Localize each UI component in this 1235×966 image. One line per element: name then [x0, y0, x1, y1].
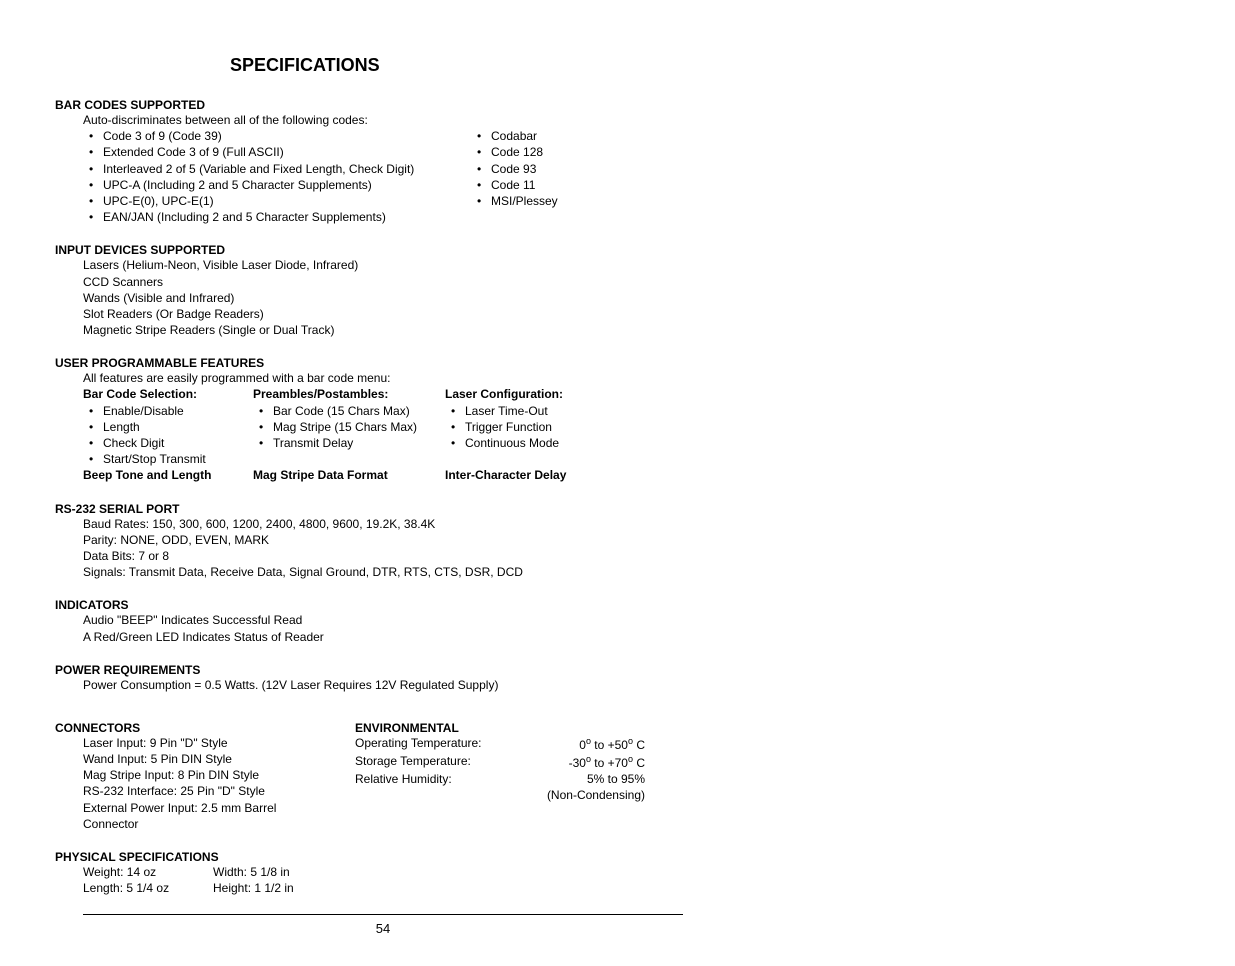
text-line: Magnetic Stripe Readers (Single or Dual …: [83, 322, 1180, 338]
col-b-head: Preambles/Postambles:: [253, 386, 443, 402]
list-item: Check Digit: [83, 435, 251, 451]
heading-features: USER PROGRAMMABLE FEATURES: [55, 356, 1180, 370]
connectors-block: CONNECTORS Laser Input: 9 Pin "D" StyleW…: [55, 721, 355, 832]
physical-rows: Weight: 14 ozWidth: 5 1/8 inLength: 5 1/…: [83, 864, 1180, 896]
text-line: Parity: NONE, ODD, EVEN, MARK: [83, 532, 1180, 548]
environmental-note: (Non-Condensing): [355, 787, 645, 803]
features-col-a: Bar Code Selection: Enable/DisableLength…: [83, 386, 251, 483]
heading-connectors: CONNECTORS: [55, 721, 355, 735]
text-line: CCD Scanners: [83, 274, 1180, 290]
list-item: Codabar: [471, 128, 558, 144]
text-line: Slot Readers (Or Badge Readers): [83, 306, 1180, 322]
list-item: Continuous Mode: [445, 435, 615, 451]
section-power: POWER REQUIREMENTS Power Consumption = 0…: [55, 663, 1180, 693]
list-item: Laser Time-Out: [445, 403, 615, 419]
heading-indicators: INDICATORS: [55, 598, 1180, 612]
barcodes-left-list: Code 3 of 9 (Code 39)Extended Code 3 of …: [83, 128, 471, 225]
input-devices-lines: Lasers (Helium-Neon, Visible Laser Diode…: [83, 257, 1180, 338]
environmental-rows: Operating Temperature:0o to +50o CStorag…: [355, 735, 645, 788]
page-title: SPECIFICATIONS: [230, 55, 1180, 76]
list-item: EAN/JAN (Including 2 and 5 Character Sup…: [83, 209, 471, 225]
text-line: A Red/Green LED Indicates Status of Read…: [83, 629, 1180, 645]
text-line: Data Bits: 7 or 8: [83, 548, 1180, 564]
power-lines: Power Consumption = 0.5 Watts. (12V Lase…: [83, 677, 1180, 693]
text-line: Wands (Visible and Infrared): [83, 290, 1180, 306]
text-line: Baud Rates: 150, 300, 600, 1200, 2400, 4…: [83, 516, 1180, 532]
list-item: Enable/Disable: [83, 403, 251, 419]
heading-rs232: RS-232 SERIAL PORT: [55, 502, 1180, 516]
features-col-c: Laser Configuration: Laser Time-OutTrigg…: [445, 386, 615, 483]
rs232-lines: Baud Rates: 150, 300, 600, 1200, 2400, 4…: [83, 516, 1180, 581]
text-line: Audio "BEEP" Indicates Successful Read: [83, 612, 1180, 628]
environmental-block: ENVIRONMENTAL Operating Temperature:0o t…: [355, 721, 645, 832]
list-item: Start/Stop Transmit: [83, 451, 251, 467]
phys-row: Weight: 14 ozWidth: 5 1/8 in: [83, 864, 1180, 880]
list-item: MSI/Plessey: [471, 193, 558, 209]
text-line: Signals: Transmit Data, Receive Data, Si…: [83, 564, 1180, 580]
section-input-devices: INPUT DEVICES SUPPORTED Lasers (Helium-N…: [55, 243, 1180, 338]
col-b-footer: Mag Stripe Data Format: [253, 467, 443, 483]
col-a-items: Enable/DisableLengthCheck DigitStart/Sto…: [83, 403, 251, 468]
text-line: Lasers (Helium-Neon, Visible Laser Diode…: [83, 257, 1180, 273]
col-b-items: Bar Code (15 Chars Max)Mag Stripe (15 Ch…: [253, 403, 443, 452]
col-c-footer: Inter-Character Delay: [445, 467, 615, 483]
heading-power: POWER REQUIREMENTS: [55, 663, 1180, 677]
heading-environmental: ENVIRONMENTAL: [355, 721, 645, 735]
text-line: Wand Input: 5 Pin DIN Style: [83, 751, 355, 767]
section-physical: PHYSICAL SPECIFICATIONS Weight: 14 ozWid…: [55, 850, 1180, 896]
section-indicators: INDICATORS Audio "BEEP" Indicates Succes…: [55, 598, 1180, 644]
section-connectors-env: CONNECTORS Laser Input: 9 Pin "D" StyleW…: [55, 721, 1180, 832]
heading-barcodes: BAR CODES SUPPORTED: [55, 98, 1180, 112]
list-item: UPC-E(0), UPC-E(1): [83, 193, 471, 209]
list-item: Trigger Function: [445, 419, 615, 435]
list-item: Interleaved 2 of 5 (Variable and Fixed L…: [83, 161, 471, 177]
env-row: Relative Humidity:5% to 95%: [355, 771, 645, 787]
env-row: Storage Temperature:-30o to +70o C: [355, 753, 645, 771]
section-features: USER PROGRAMMABLE FEATURES All features …: [55, 356, 1180, 483]
text-line: External Power Input: 2.5 mm Barrel: [83, 800, 355, 816]
list-item: Extended Code 3 of 9 (Full ASCII): [83, 144, 471, 160]
heading-input-devices: INPUT DEVICES SUPPORTED: [55, 243, 1180, 257]
list-item: Code 128: [471, 144, 558, 160]
col-a-footer: Beep Tone and Length: [83, 467, 251, 483]
list-item: Transmit Delay: [253, 435, 443, 451]
page-number: 54: [83, 921, 683, 936]
text-line: Connector: [83, 816, 355, 832]
text-line: Power Consumption = 0.5 Watts. (12V Lase…: [83, 677, 1180, 693]
features-col-b: Preambles/Postambles: Bar Code (15 Chars…: [253, 386, 443, 483]
col-c-head: Laser Configuration:: [445, 386, 615, 402]
text-line: RS-232 Interface: 25 Pin "D" Style: [83, 783, 355, 799]
phys-row: Length: 5 1/4 ozHeight: 1 1/2 in: [83, 880, 1180, 896]
section-barcodes: BAR CODES SUPPORTED Auto-discriminates b…: [55, 98, 1180, 225]
col-c-items: Laser Time-OutTrigger FunctionContinuous…: [445, 403, 615, 452]
connectors-lines: Laser Input: 9 Pin "D" StyleWand Input: …: [83, 735, 355, 832]
features-intro: All features are easily programmed with …: [83, 370, 1180, 386]
list-item: Bar Code (15 Chars Max): [253, 403, 443, 419]
text-line: Mag Stripe Input: 8 Pin DIN Style: [83, 767, 355, 783]
env-row: Operating Temperature:0o to +50o C: [355, 735, 645, 753]
indicators-lines: Audio "BEEP" Indicates Successful ReadA …: [83, 612, 1180, 644]
list-item: Code 93: [471, 161, 558, 177]
list-item: Length: [83, 419, 251, 435]
barcodes-intro: Auto-discriminates between all of the fo…: [83, 112, 1180, 128]
list-item: UPC-A (Including 2 and 5 Character Suppl…: [83, 177, 471, 193]
list-item: Code 11: [471, 177, 558, 193]
list-item: Mag Stripe (15 Chars Max): [253, 419, 443, 435]
barcodes-right-list: CodabarCode 128Code 93Code 11MSI/Plessey: [471, 128, 558, 225]
section-rs232: RS-232 SERIAL PORT Baud Rates: 150, 300,…: [55, 502, 1180, 581]
text-line: Laser Input: 9 Pin "D" Style: [83, 735, 355, 751]
divider: [83, 914, 683, 915]
col-a-head: Bar Code Selection:: [83, 386, 251, 402]
heading-physical: PHYSICAL SPECIFICATIONS: [55, 850, 1180, 864]
list-item: Code 3 of 9 (Code 39): [83, 128, 471, 144]
